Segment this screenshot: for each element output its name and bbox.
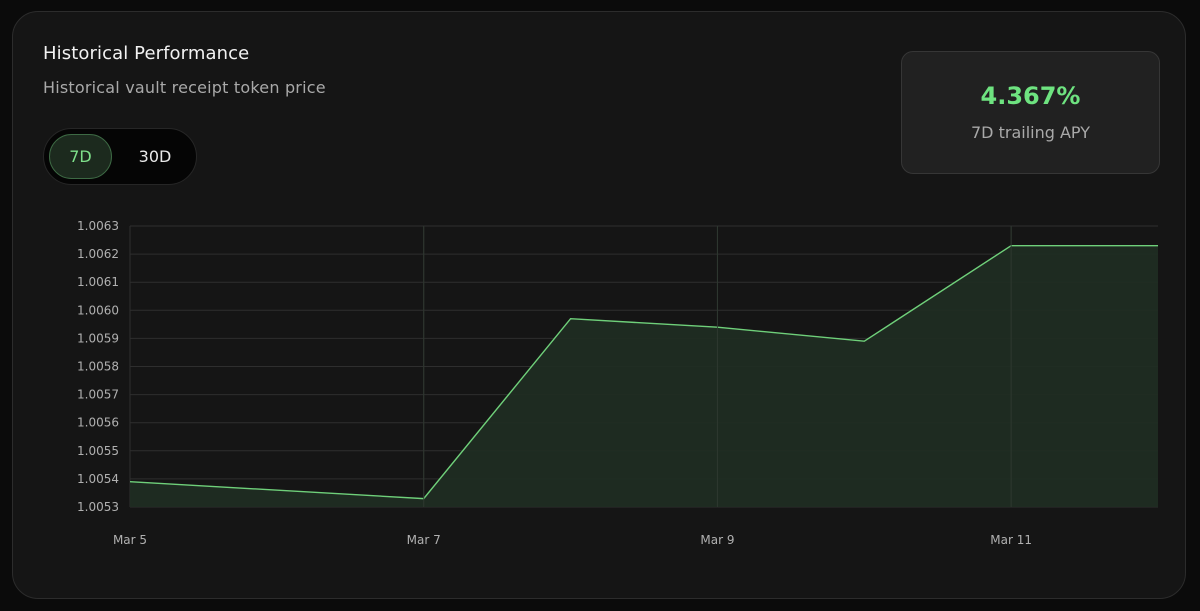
area-layer bbox=[129, 226, 1158, 507]
x-tick-label: Mar 11 bbox=[990, 533, 1032, 547]
y-tick-label: 1.0062 bbox=[77, 247, 119, 261]
y-tick-label: 1.0056 bbox=[77, 416, 119, 430]
apy-summary: 4.367% 7D trailing APY bbox=[901, 51, 1160, 174]
card-subtitle: Historical vault receipt token price bbox=[43, 78, 326, 97]
y-tick-label: 1.0059 bbox=[77, 331, 119, 345]
y-axis-ticks: 1.0063 1.0062 1.0061 1.0060 1.0059 1.0058 1.00… bbox=[77, 219, 119, 514]
y-tick-label: 1.0058 bbox=[77, 360, 119, 374]
x-tick-label: Mar 9 bbox=[700, 533, 734, 547]
timeframe-toggle: 7D 30D bbox=[43, 128, 197, 185]
y-tick-label: 1.0061 bbox=[77, 275, 119, 289]
y-tick-label: 1.0057 bbox=[77, 388, 119, 402]
apy-value: 4.367% bbox=[980, 82, 1081, 110]
y-tick-label: 1.0055 bbox=[77, 444, 119, 458]
price-area-fill bbox=[130, 245, 1158, 507]
tab-7d[interactable]: 7D bbox=[49, 134, 112, 179]
x-tick-label: Mar 5 bbox=[113, 533, 147, 547]
y-tick-label: 1.0053 bbox=[77, 500, 119, 514]
x-tick-label: Mar 7 bbox=[407, 533, 441, 547]
x-axis-ticks: Mar 5 Mar 7 Mar 9 Mar 11 bbox=[113, 533, 1032, 547]
card-title: Historical Performance bbox=[43, 43, 250, 64]
tab-30d[interactable]: 30D bbox=[138, 147, 172, 166]
apy-label: 7D trailing APY bbox=[971, 123, 1090, 142]
y-tick-label: 1.0060 bbox=[77, 303, 119, 317]
y-tick-label: 1.0054 bbox=[77, 472, 119, 486]
y-tick-label: 1.0063 bbox=[77, 219, 119, 233]
